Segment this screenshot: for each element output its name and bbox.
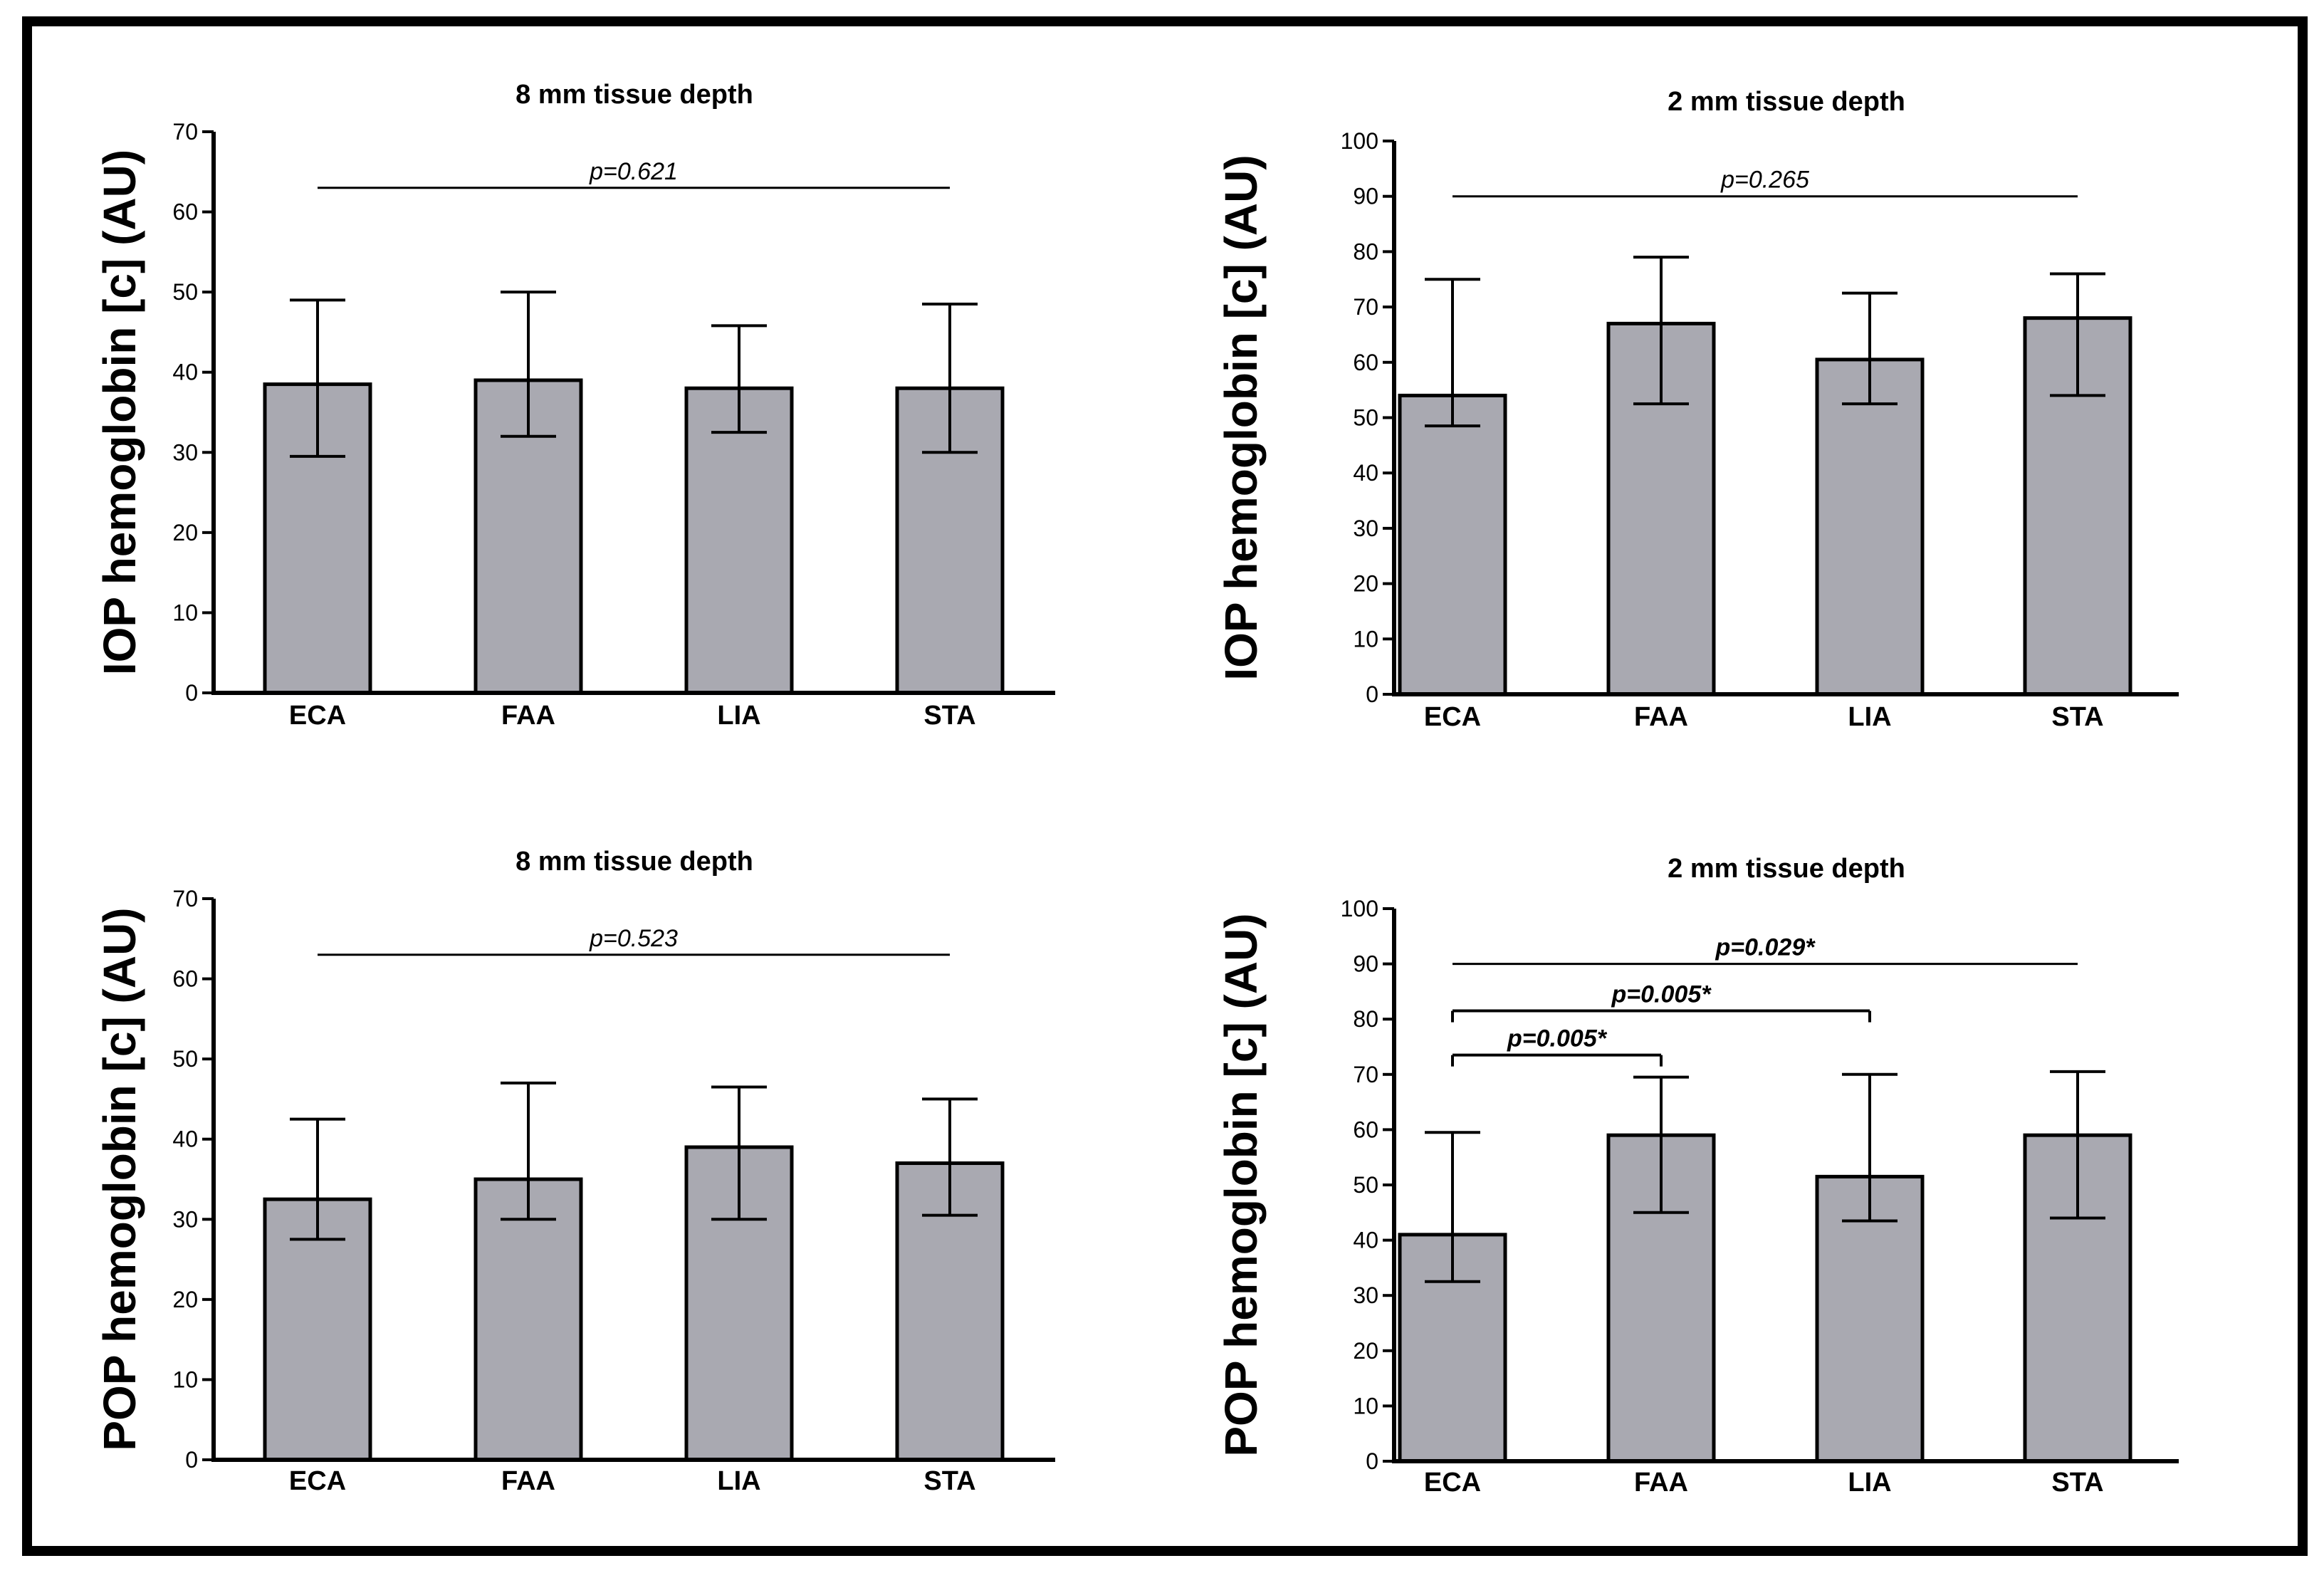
bar-faa <box>473 1177 583 1462</box>
y-tick-label: 30 <box>172 439 198 465</box>
y-tick-label: 80 <box>1353 1006 1378 1032</box>
y-tick-label: 70 <box>172 886 198 911</box>
bar-lia <box>684 386 794 695</box>
y-tick-label: 80 <box>1353 239 1378 264</box>
y-tick-label: 50 <box>172 1046 198 1072</box>
x-tick-label-sta: STA <box>923 701 975 731</box>
y-tick-label: 0 <box>185 680 198 706</box>
p-value-label: p=0.621 <box>589 158 678 185</box>
y-tick-label: 0 <box>1366 1448 1378 1474</box>
bar-lia <box>1815 1174 1925 1463</box>
y-axis-label: IOP hemoglobin [c] (AU) <box>94 150 145 675</box>
y-tick-label: 60 <box>172 199 198 225</box>
y-tick-label: 90 <box>1353 184 1378 209</box>
bar-eca <box>1398 393 1507 696</box>
y-tick-label: 20 <box>172 1287 198 1312</box>
y-tick-label: 60 <box>1353 350 1378 375</box>
y-tick-label: 0 <box>1366 681 1378 707</box>
p-value-label: p=0.265 <box>1720 167 1809 194</box>
y-axis-label: POP hemoglobin [c] (AU) <box>1215 913 1267 1456</box>
y-tick-label: 40 <box>1353 460 1378 486</box>
y-tick-label: 100 <box>1341 128 1378 154</box>
y-axis-label: IOP hemoglobin [c] (AU) <box>1215 155 1267 680</box>
x-tick-label-lia: LIA <box>717 701 760 731</box>
x-tick-label-sta: STA <box>923 1466 975 1496</box>
x-tick-label-sta: STA <box>2051 702 2103 732</box>
bar-lia <box>684 1145 794 1462</box>
y-tick-label: 20 <box>1353 571 1378 597</box>
y-tick-label: 0 <box>185 1447 198 1473</box>
y-tick-label: 70 <box>172 119 198 145</box>
y-tick-label: 50 <box>1353 405 1378 431</box>
x-tick-label-lia: LIA <box>717 1466 760 1496</box>
x-tick-label-eca: ECA <box>1424 1468 1481 1498</box>
y-tick-label: 20 <box>172 520 198 545</box>
x-tick-label-lia: LIA <box>1848 1468 1891 1498</box>
y-tick-label: 30 <box>1353 1282 1378 1308</box>
x-tick-label-sta: STA <box>2051 1468 2103 1498</box>
y-tick-label: 70 <box>1353 294 1378 320</box>
bar-lia <box>1815 357 1925 696</box>
x-tick-label-eca: ECA <box>289 701 346 731</box>
y-tick-label: 60 <box>1353 1117 1378 1142</box>
y-tick-label: 90 <box>1353 951 1378 977</box>
y-tick-label: 70 <box>1353 1062 1378 1087</box>
chart-title: 8 mm tissue depth <box>515 80 753 110</box>
x-tick-label-lia: LIA <box>1848 702 1891 732</box>
y-axis-label: POP hemoglobin [c] (AU) <box>94 907 145 1451</box>
y-tick-label: 40 <box>172 1127 198 1152</box>
x-tick-label-eca: ECA <box>289 1466 346 1496</box>
x-tick-label-faa: FAA <box>501 701 555 731</box>
bar-eca <box>263 1197 372 1462</box>
y-tick-label: 10 <box>172 1367 198 1392</box>
chart-panel: 8 mm tissue depth IOP hemoglobin [c] (AU)… <box>94 80 1055 731</box>
y-tick-label: 40 <box>172 360 198 385</box>
y-tick-label: 60 <box>172 966 198 992</box>
y-tick-label: 50 <box>172 279 198 305</box>
p-value-label: p=0.005* <box>1611 981 1712 1008</box>
x-tick-label-faa: FAA <box>1634 1468 1688 1498</box>
y-tick-label: 50 <box>1353 1172 1378 1198</box>
chart-title: 2 mm tissue depth <box>1668 87 1905 117</box>
chart-panel: 2 mm tissue depth POP hemoglobin [c] (AU)… <box>1215 854 2179 1498</box>
chart-panel: 2 mm tissue depth IOP hemoglobin [c] (AU)… <box>1215 87 2179 732</box>
p-value-label: p=0.005* <box>1507 1025 1608 1052</box>
x-tick-label-faa: FAA <box>501 1466 555 1496</box>
chart-title: 8 mm tissue depth <box>515 847 753 877</box>
y-tick-label: 30 <box>172 1206 198 1232</box>
p-value-label: p=0.523 <box>589 925 678 952</box>
chart-panel: 8 mm tissue depth POP hemoglobin [c] (AU)… <box>94 847 1055 1496</box>
p-value-label: p=0.029* <box>1715 934 1816 961</box>
y-tick-label: 100 <box>1341 896 1378 921</box>
y-tick-label: 10 <box>172 600 198 625</box>
chart-title: 2 mm tissue depth <box>1668 854 1905 884</box>
x-tick-label-eca: ECA <box>1424 702 1481 732</box>
y-tick-label: 20 <box>1353 1338 1378 1364</box>
y-tick-label: 10 <box>1353 626 1378 652</box>
y-tick-label: 10 <box>1353 1393 1378 1418</box>
y-tick-label: 40 <box>1353 1228 1378 1253</box>
y-tick-label: 30 <box>1353 516 1378 541</box>
x-tick-label-faa: FAA <box>1634 702 1688 732</box>
